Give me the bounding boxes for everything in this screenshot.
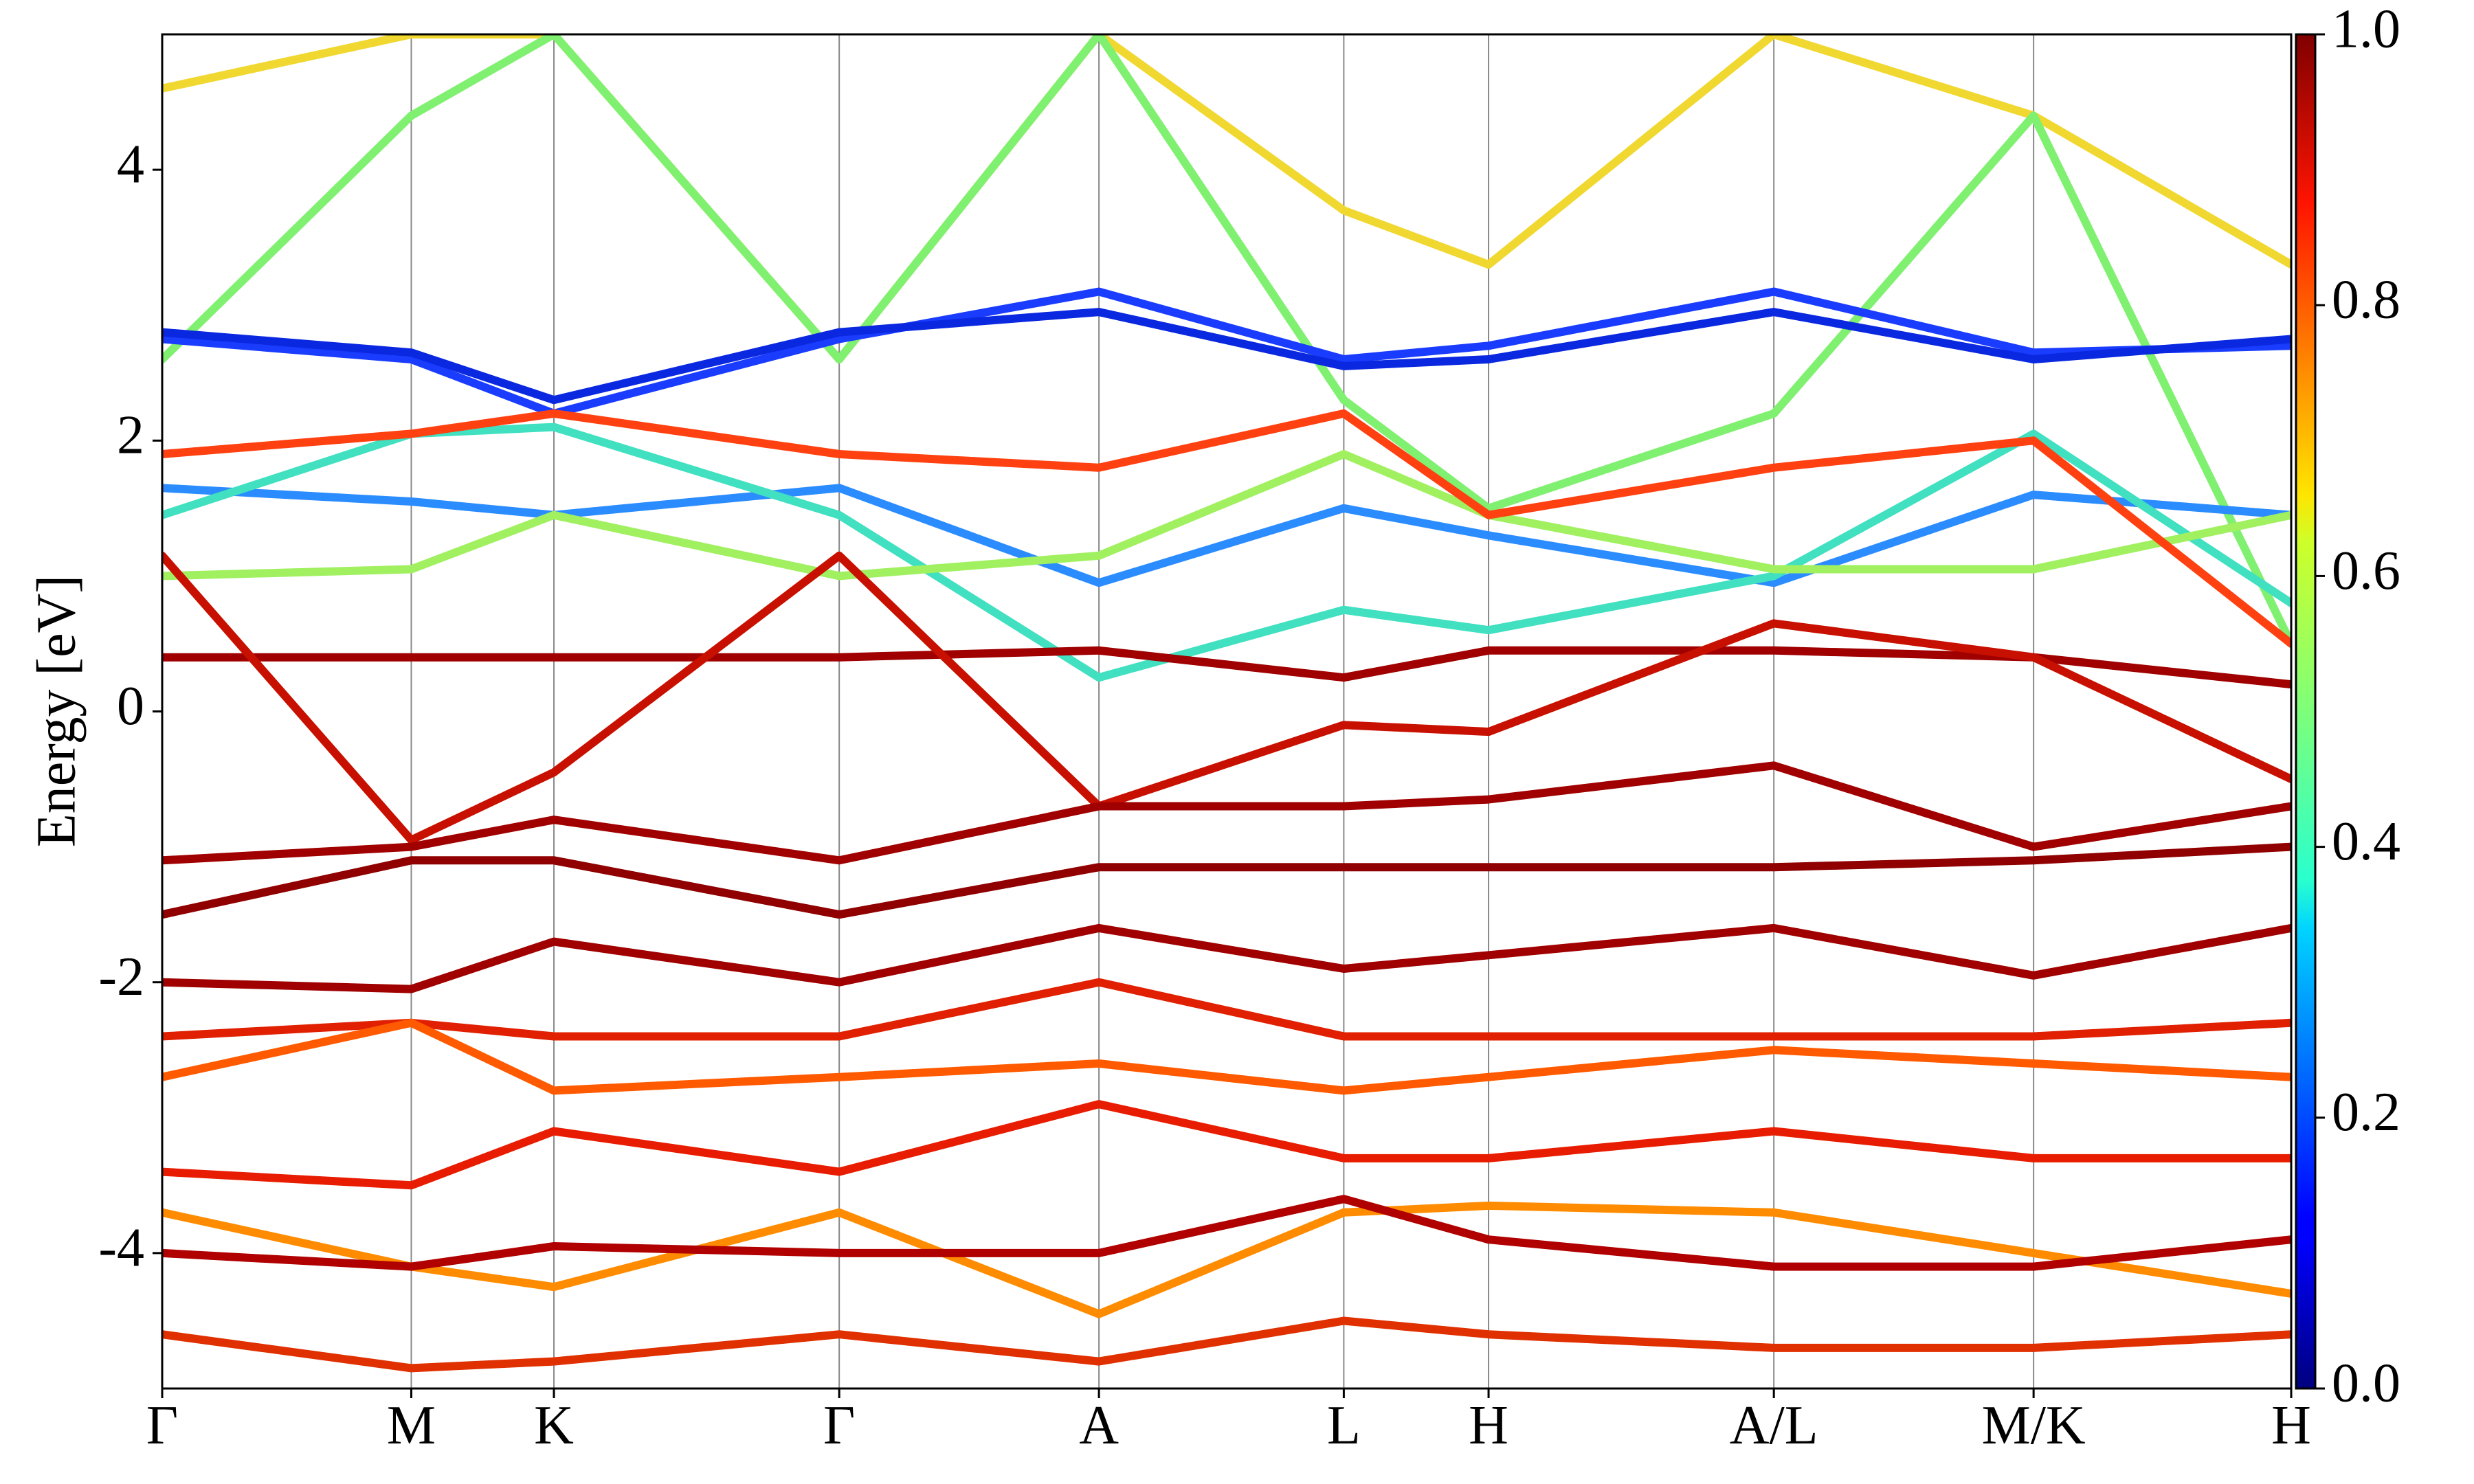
band-line [162, 761, 2291, 865]
colorbar-tick-label: 0.0 [2332, 1353, 2400, 1413]
x-tick-label: M [387, 1395, 436, 1456]
x-tick-label: Γ [146, 1395, 178, 1456]
band-line [162, 1100, 2291, 1190]
band-line [162, 842, 2291, 919]
band-line [162, 34, 2291, 363]
x-tick-label: H [1469, 1395, 1508, 1456]
x-tick-label: M/K [1982, 1395, 2086, 1456]
y-tick-label: -2 [98, 947, 144, 1007]
band-line [162, 1316, 2291, 1373]
colorbar-tick-label: 1.0 [2332, 0, 2400, 59]
band-line [162, 1201, 2291, 1318]
colorbar-tick-label: 0.6 [2332, 541, 2400, 601]
x-tick-label: Γ [823, 1395, 855, 1456]
colorbar-tick-label: 0.2 [2332, 1082, 2400, 1143]
band-line [162, 287, 2291, 418]
x-tick-label: L [1327, 1395, 1361, 1456]
y-tick-label: -4 [98, 1217, 144, 1278]
band-line [162, 484, 2291, 587]
band-line [162, 409, 2291, 648]
y-axis-label: Energy [eV] [26, 575, 87, 847]
y-tick-label: 4 [117, 134, 144, 194]
band-line [162, 1018, 2291, 1095]
x-tick-label: H [2271, 1395, 2311, 1456]
x-tick-label: A/L [1730, 1395, 1818, 1456]
y-tick-label: 0 [117, 676, 144, 737]
y-tick-label: 2 [117, 405, 144, 466]
colorbar-tick-label: 0.8 [2332, 270, 2400, 330]
colorbar [2295, 33, 2317, 1390]
band-line [162, 423, 2291, 682]
plot-frame [161, 33, 2293, 1390]
colorbar-tick-label: 0.4 [2332, 811, 2400, 872]
bands [162, 34, 2291, 1373]
band-line [162, 34, 2291, 648]
band-line [162, 551, 2291, 844]
band-line [162, 646, 2291, 689]
band-line [162, 308, 2291, 405]
band-line [162, 450, 2291, 581]
band-line [162, 923, 2291, 993]
band-line [162, 978, 2291, 1041]
x-tick-label: K [534, 1395, 574, 1456]
band-line [162, 1195, 2291, 1271]
x-tick-label: A [1079, 1395, 1119, 1456]
